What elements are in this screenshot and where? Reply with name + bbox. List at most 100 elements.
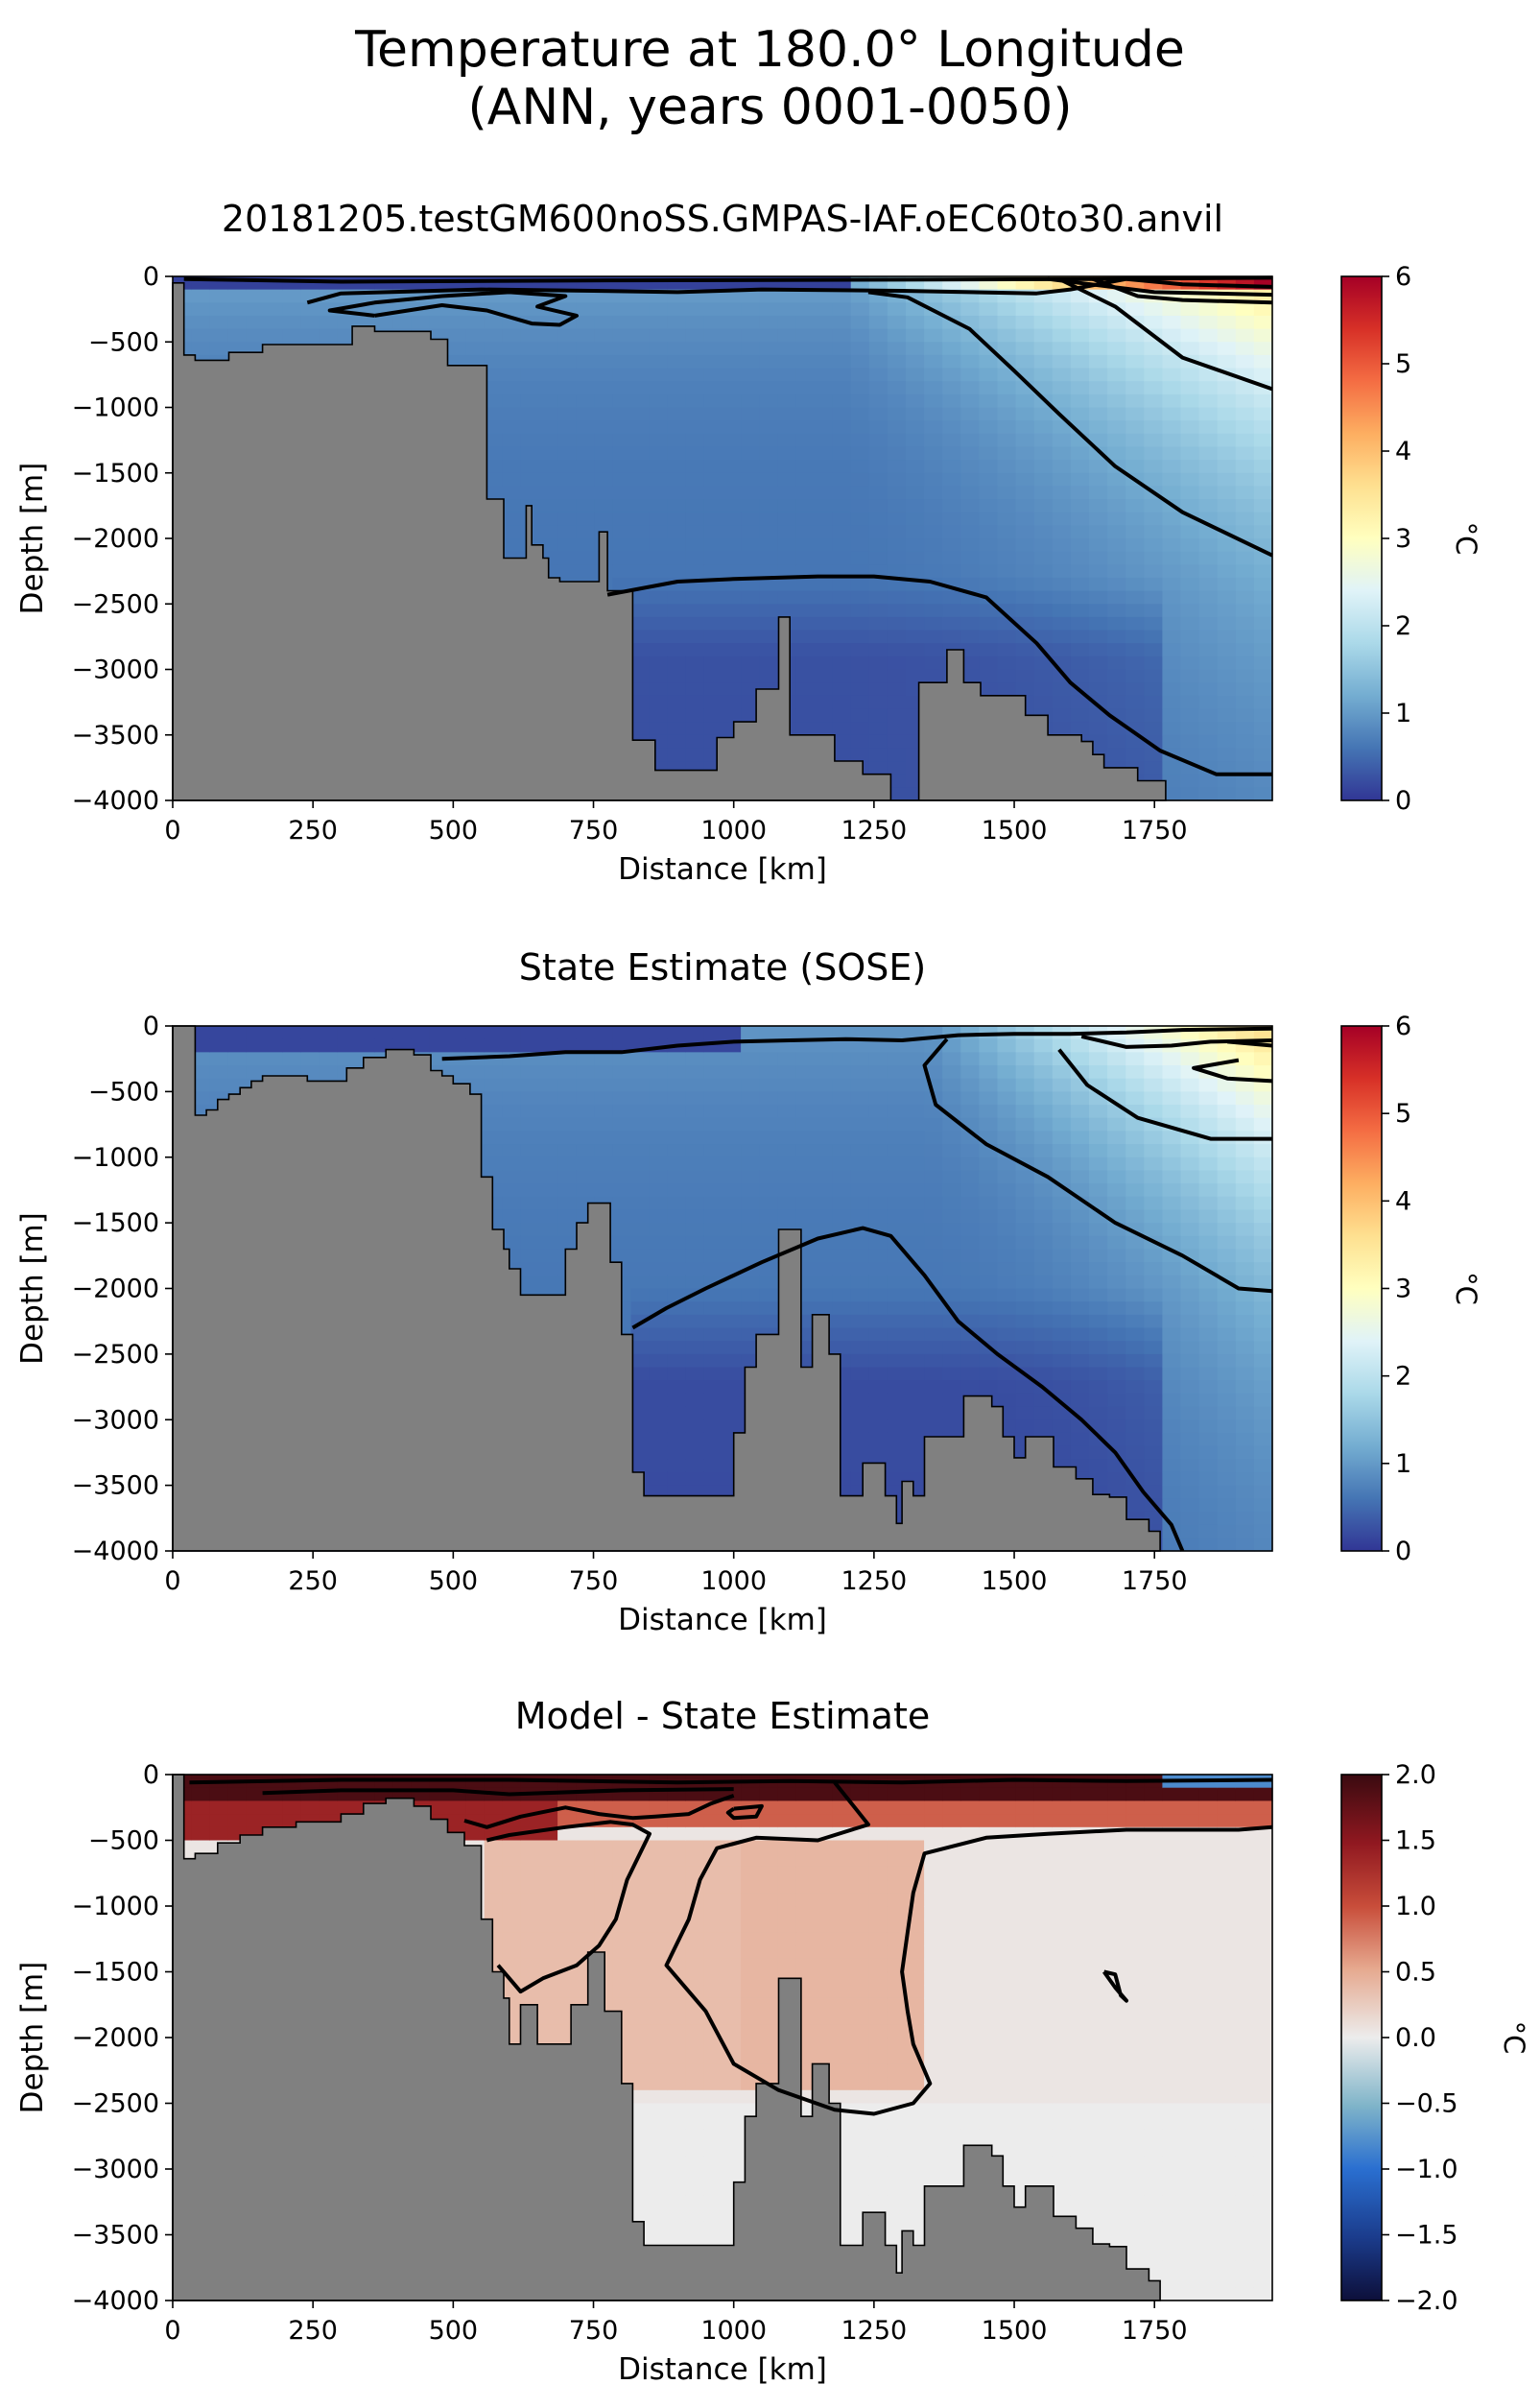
heatmap-cell — [960, 604, 980, 618]
heatmap-cell — [667, 1314, 687, 1329]
heatmap-cell — [997, 368, 1017, 382]
heatmap-cell — [1253, 1105, 1273, 1119]
heatmap-cell — [703, 695, 723, 710]
heatmap-cell — [557, 1209, 577, 1224]
heatmap-cell — [630, 460, 651, 474]
heatmap-cell — [960, 420, 980, 435]
heatmap-cell — [539, 472, 558, 487]
heatmap-cell — [1015, 1301, 1035, 1316]
heatmap-cell — [868, 1235, 888, 1251]
heatmap-cell — [997, 486, 1017, 500]
heatmap-cell — [777, 590, 796, 605]
heatmap-cell — [723, 1288, 742, 1302]
heatmap-cell — [685, 499, 705, 513]
heatmap-cell — [1125, 1052, 1145, 1066]
heatmap-cell — [1089, 1052, 1108, 1066]
heatmap-cell — [960, 1183, 980, 1198]
heatmap-cell — [997, 1380, 1017, 1395]
heatmap-cell — [1144, 1262, 1163, 1276]
heatmap-cell — [1033, 669, 1054, 683]
heatmap-cell — [741, 695, 760, 710]
heatmap-cell — [1235, 486, 1255, 500]
heatmap-cell — [795, 1144, 816, 1158]
heatmap-cell — [1125, 1353, 1145, 1369]
heatmap-cell — [1235, 433, 1255, 448]
heatmap-cell — [868, 1445, 888, 1460]
heatmap-cell — [814, 512, 834, 526]
heatmap-cell — [1033, 630, 1054, 644]
heatmap-cell — [1235, 734, 1255, 749]
heatmap-cell — [1107, 289, 1126, 303]
heatmap-cell — [723, 302, 742, 317]
heatmap-cell — [1198, 302, 1219, 317]
heatmap-cell — [1052, 616, 1072, 632]
heatmap-cell — [1125, 1275, 1145, 1290]
heatmap-cell — [960, 512, 980, 526]
heatmap-cell — [1162, 446, 1182, 461]
heatmap-cell — [942, 1131, 961, 1145]
heatmap-cell — [868, 1052, 888, 1066]
heatmap-cell — [1253, 656, 1273, 671]
heatmap-cell — [520, 486, 540, 500]
heatmap-cell — [300, 315, 320, 330]
heatmap-cell — [703, 682, 723, 697]
y-tick-label: −1500 — [72, 1208, 159, 1238]
heatmap-cell — [557, 1065, 577, 1080]
heatmap-cell — [741, 1196, 760, 1211]
heatmap-cell — [777, 315, 796, 330]
heatmap-cell — [667, 328, 687, 343]
heatmap-cell — [1162, 433, 1182, 448]
heatmap-cell — [1162, 1471, 1182, 1487]
heatmap-cell — [850, 289, 870, 303]
heatmap-cell — [1052, 708, 1072, 723]
heatmap-cell — [924, 630, 943, 644]
heatmap-cell — [942, 616, 961, 632]
heatmap-cell — [1217, 630, 1237, 644]
heatmap-cell — [868, 1105, 888, 1119]
heatmap-cell — [1089, 407, 1108, 421]
heatmap-cell — [1070, 354, 1090, 370]
heatmap-cell — [649, 1419, 669, 1434]
heatmap-cell — [667, 315, 687, 330]
heatmap-cell — [1235, 1196, 1255, 1211]
heatmap-cell — [667, 1117, 687, 1132]
y-tick-label: −3500 — [72, 721, 159, 751]
colorbar-tick-label: 2 — [1395, 611, 1411, 641]
heatmap-cell — [1198, 551, 1219, 565]
heatmap-cell — [1162, 695, 1182, 710]
heatmap-cell — [795, 342, 816, 356]
heatmap-cell — [887, 446, 907, 461]
heatmap-cell — [1125, 1249, 1145, 1263]
heatmap-cell — [1033, 433, 1054, 448]
heatmap-cell — [1144, 590, 1163, 605]
heatmap-cell — [868, 748, 888, 762]
heatmap-cell — [1162, 1327, 1182, 1342]
heatmap-cell — [1144, 616, 1163, 632]
heatmap-cell — [1235, 604, 1255, 618]
heatmap-cell — [1217, 1341, 1237, 1355]
heatmap-cell — [924, 512, 943, 526]
heatmap-cell — [1089, 734, 1108, 749]
heatmap-cell — [795, 590, 816, 605]
heatmap-cell — [942, 499, 961, 513]
heatmap-cell — [1235, 302, 1255, 317]
heatmap-cell — [1089, 512, 1108, 526]
heatmap-cell — [1217, 734, 1237, 749]
heatmap-cell — [1033, 1052, 1054, 1066]
heatmap-cell — [246, 1052, 266, 1066]
heatmap-cell — [703, 499, 723, 513]
heatmap-cell — [539, 512, 558, 526]
heatmap-cell — [1162, 1078, 1182, 1092]
heatmap-cell — [1015, 1393, 1035, 1408]
heatmap-cell — [1070, 1052, 1090, 1066]
heatmap-cell — [1144, 1249, 1163, 1263]
heatmap-cell — [906, 669, 925, 683]
heatmap-cell — [1052, 1419, 1072, 1434]
heatmap-cell — [741, 616, 760, 632]
heatmap-cell — [832, 407, 852, 421]
heatmap-cell — [484, 486, 504, 500]
heatmap-cell — [703, 590, 723, 605]
heatmap-cell — [1033, 460, 1054, 474]
heatmap-cell — [703, 604, 723, 618]
heatmap-cell — [1052, 1275, 1072, 1290]
